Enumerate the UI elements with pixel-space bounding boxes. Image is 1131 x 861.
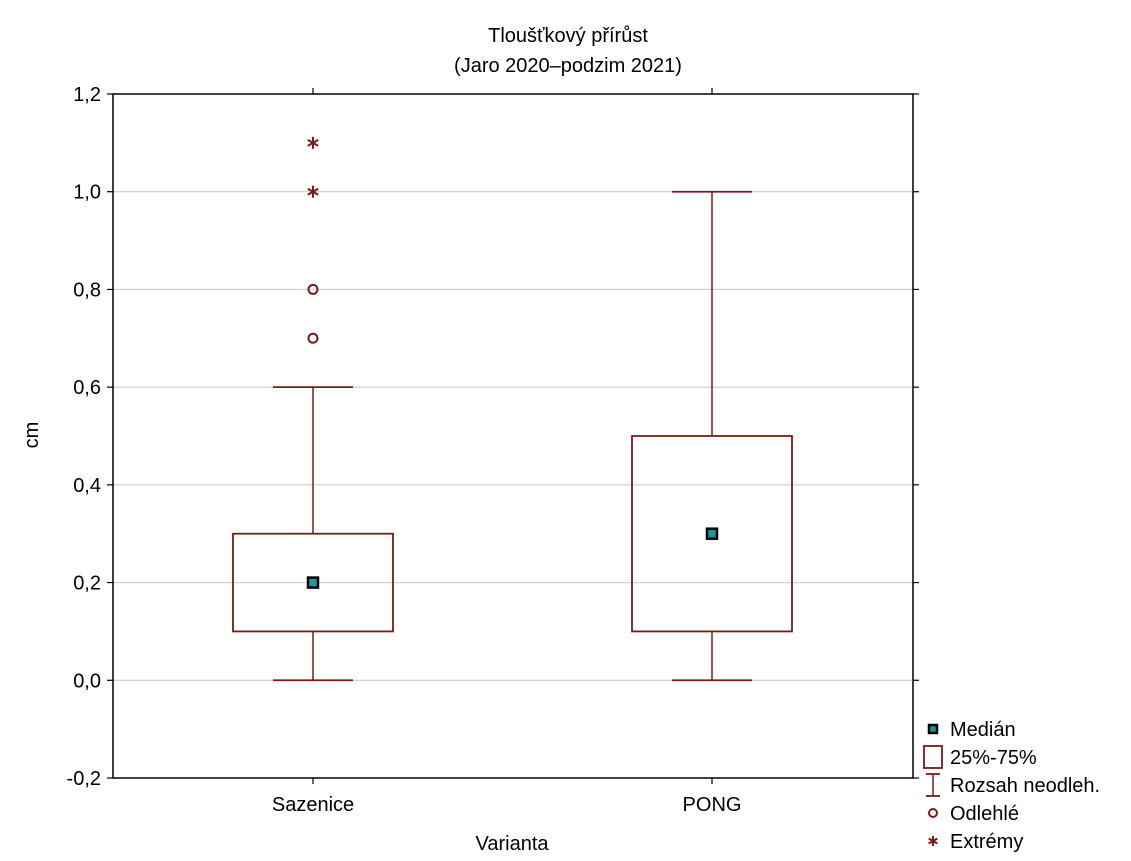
y-tick-label: -0,2 xyxy=(67,768,101,790)
y-tick-label: 0,4 xyxy=(73,475,101,497)
legend-extreme-symbol xyxy=(928,836,938,846)
gridlines xyxy=(113,191,913,681)
plot-area xyxy=(232,136,793,682)
y-tick-label: 0,8 xyxy=(73,279,101,301)
median-marker xyxy=(705,527,719,540)
y-tick-label: 0,0 xyxy=(73,670,101,692)
box-sazenice xyxy=(232,136,394,682)
outlier-point xyxy=(307,283,319,295)
outlier-point xyxy=(307,332,319,344)
x-tick-label: Sazenice xyxy=(272,794,354,816)
extreme-point xyxy=(307,185,319,198)
iqr-box xyxy=(232,532,394,633)
legend-item-box: 25%-75% xyxy=(923,745,1037,769)
y-tick-label: 1,2 xyxy=(73,84,101,106)
chart-subtitle: (Jaro 2020–podzim 2021) xyxy=(454,55,682,77)
legend-item-extreme: Extrémy xyxy=(928,831,1023,853)
legend: Medián 25%-75% Rozsah neodleh. Odlehlé Extré… xyxy=(923,719,1100,853)
y-tick-label: 1,0 xyxy=(73,182,101,204)
y-axis: -0,2 0,0 0,2 0,4 0,6 0,8 1,0 1,2 xyxy=(67,84,919,790)
legend-label: Extrémy xyxy=(950,831,1023,853)
x-axis-label: Varianta xyxy=(475,833,549,855)
legend-item-outlier: Odlehlé xyxy=(928,803,1019,825)
plot-frame xyxy=(112,93,914,779)
legend-item-range: Rozsah neodleh. xyxy=(926,773,1100,797)
legend-label: Odlehlé xyxy=(950,803,1019,825)
legend-label: 25%-75% xyxy=(950,747,1037,769)
x-axis: Sazenice PONG xyxy=(272,88,742,816)
y-tick-label: 0,6 xyxy=(73,377,101,399)
box-pong xyxy=(631,190,793,682)
legend-median-symbol xyxy=(927,723,939,735)
legend-box-symbol xyxy=(923,745,943,769)
x-tick-label: PONG xyxy=(683,794,742,816)
legend-outlier-symbol xyxy=(928,808,938,818)
iqr-box xyxy=(631,435,793,633)
y-axis-label: cm xyxy=(21,422,43,449)
chart-title: Tloušťkový přírůst xyxy=(488,25,648,47)
y-tick-label: 0,2 xyxy=(73,573,101,595)
median-marker xyxy=(306,576,320,589)
extreme-point xyxy=(307,136,319,149)
legend-label: Medián xyxy=(950,719,1016,741)
legend-item-median: Medián xyxy=(927,719,1016,741)
legend-whisker-symbol xyxy=(926,773,940,797)
legend-label: Rozsah neodleh. xyxy=(950,775,1100,797)
